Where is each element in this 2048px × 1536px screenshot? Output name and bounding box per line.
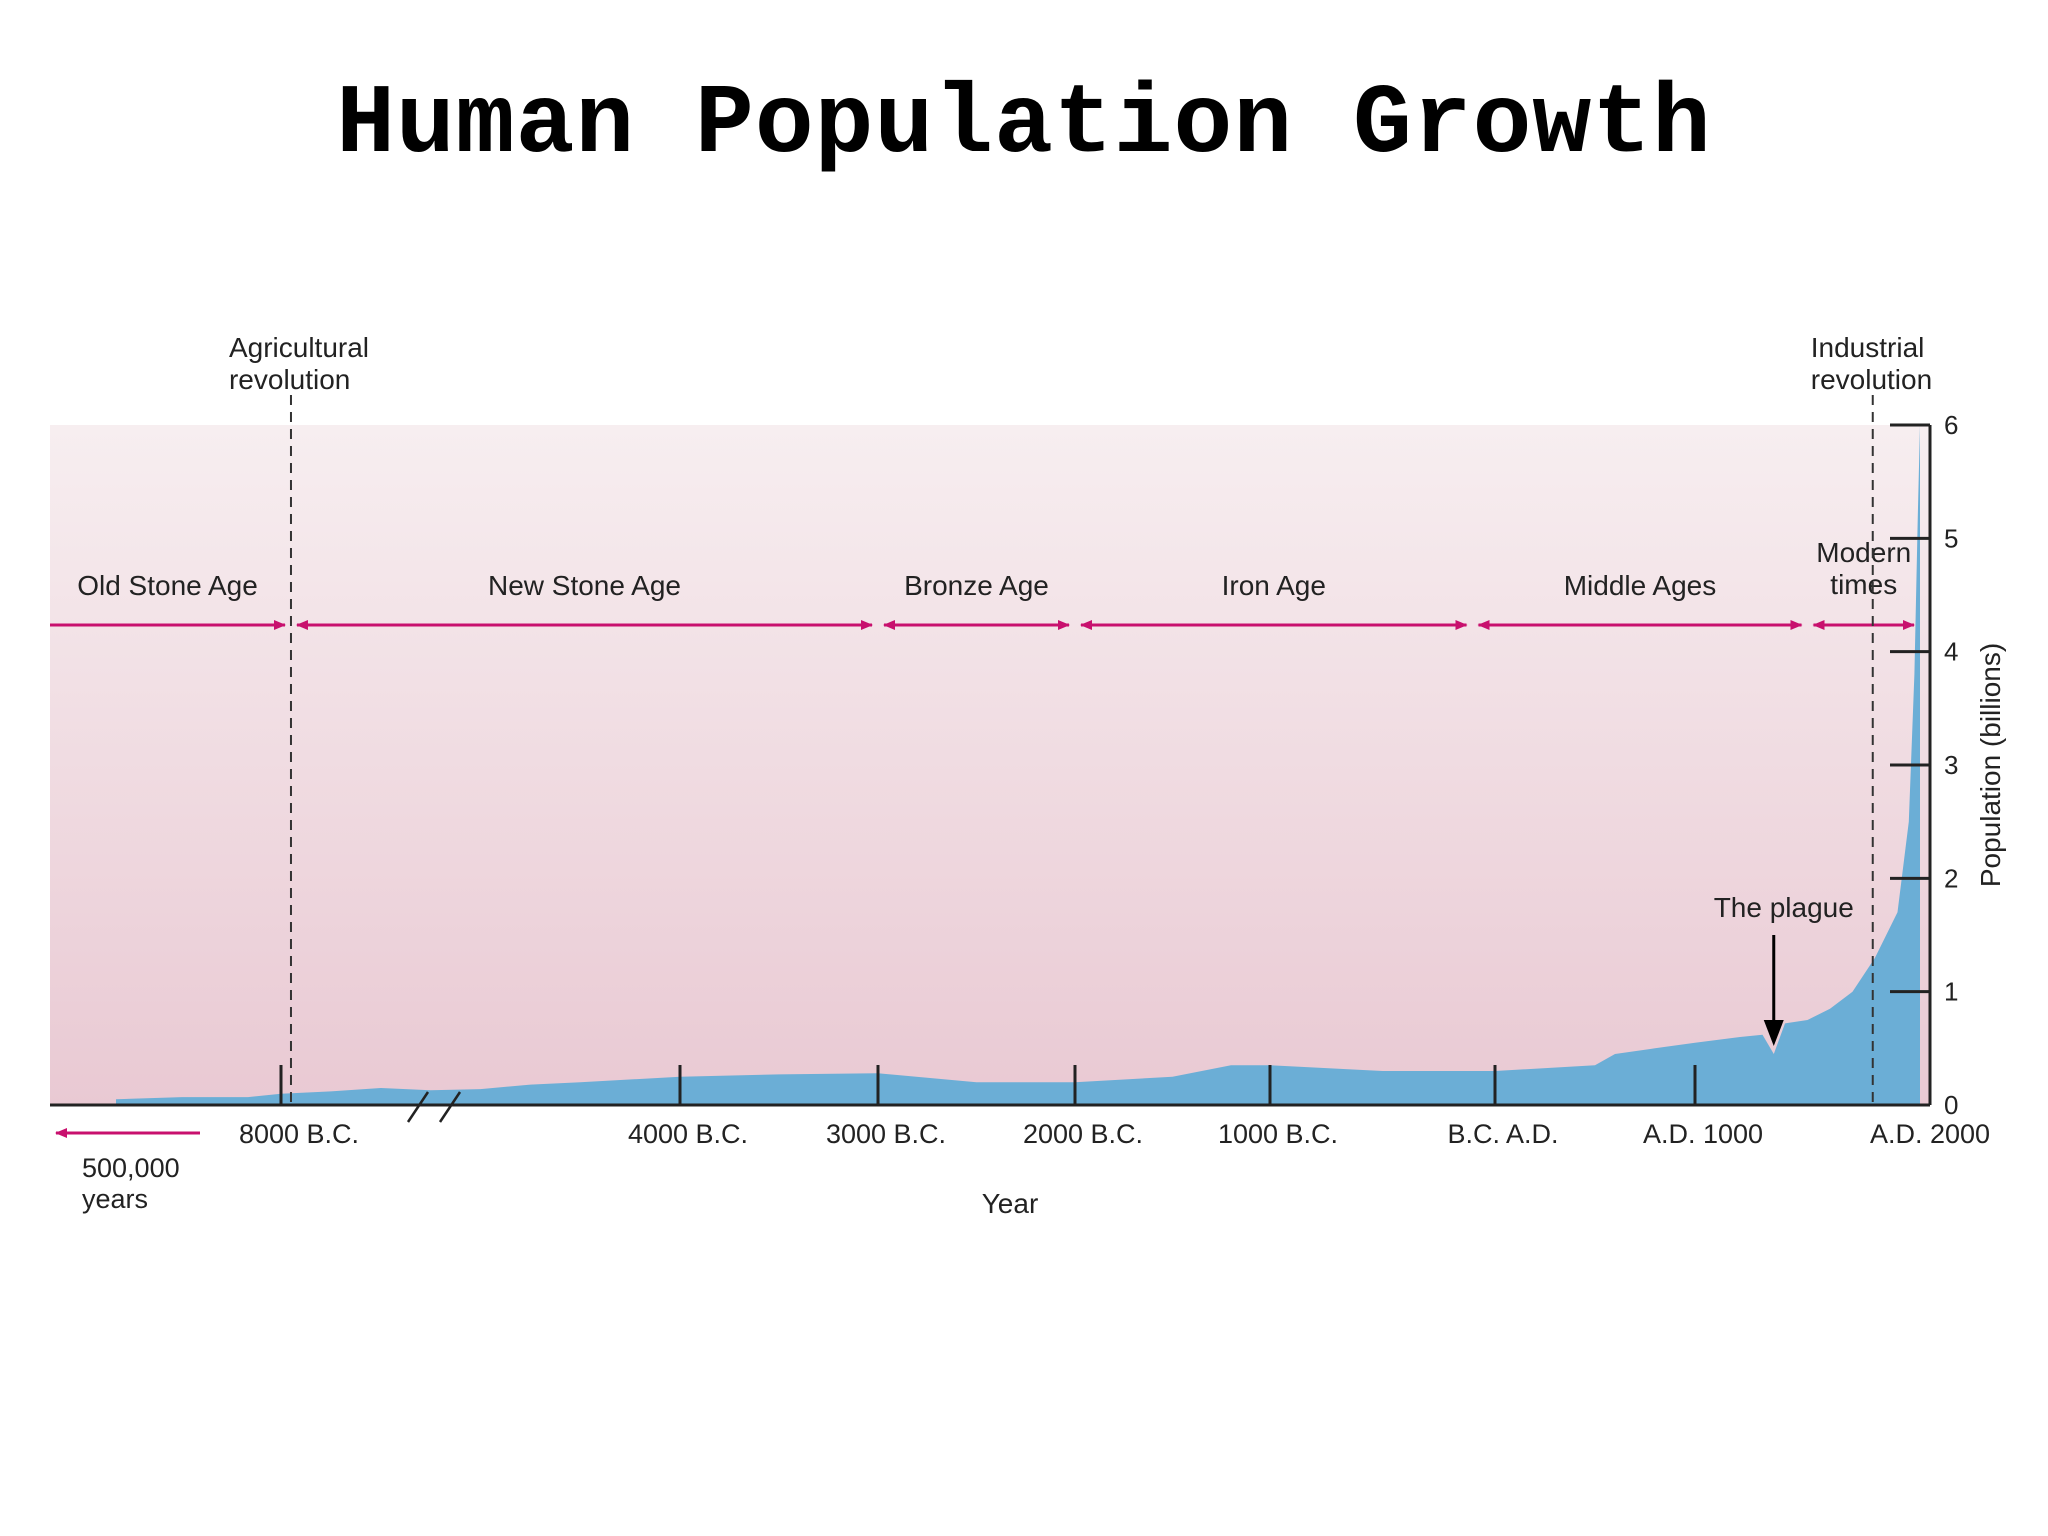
y-axis-label: Population (billions) — [1975, 643, 2006, 887]
y-tick-label: 1 — [1944, 977, 1958, 1007]
x-tick-label: 3000 B.C. — [826, 1119, 946, 1149]
event-label: Industrial revolution — [1811, 332, 1932, 395]
x-tick-label: A.D. 2000 — [1870, 1119, 1990, 1149]
x-axis-label: Year — [982, 1188, 1039, 1219]
annotation-label: The plague — [1714, 892, 1854, 923]
axis-break-mark — [438, 1091, 462, 1123]
y-tick-label: 0 — [1944, 1090, 1958, 1120]
y-tick-label: 3 — [1944, 750, 1958, 780]
era-label: Middle Ages — [1564, 570, 1717, 601]
x-tick-label: B.C. A.D. — [1447, 1119, 1558, 1149]
x-tick-label: 8000 B.C. — [239, 1119, 359, 1149]
y-tick-label: 4 — [1944, 637, 1958, 667]
era-label: Bronze Age — [904, 570, 1049, 601]
prehistory-note: 500,000 years — [82, 1153, 180, 1214]
slide-title: Human Population Growth — [336, 70, 1712, 181]
era-label: Modern times — [1816, 537, 1911, 600]
plot-background — [50, 425, 1930, 1105]
event-label: Agricultural revolution — [229, 332, 369, 395]
x-tick-label: A.D. 1000 — [1643, 1119, 1763, 1149]
era-label: Old Stone Age — [77, 570, 258, 601]
x-tick-label: 1000 B.C. — [1218, 1119, 1338, 1149]
y-tick-label: 6 — [1944, 410, 1958, 440]
x-tick-label: 4000 B.C. — [628, 1119, 748, 1149]
annotation-arrow-head — [1763, 1020, 1784, 1046]
x-tick-label: 2000 B.C. — [1023, 1119, 1143, 1149]
y-tick-label: 2 — [1944, 863, 1958, 893]
era-label: Iron Age — [1222, 570, 1326, 601]
era-label: New Stone Age — [488, 570, 681, 601]
axis-break-mark — [406, 1091, 430, 1123]
y-tick-label: 5 — [1944, 523, 1958, 553]
